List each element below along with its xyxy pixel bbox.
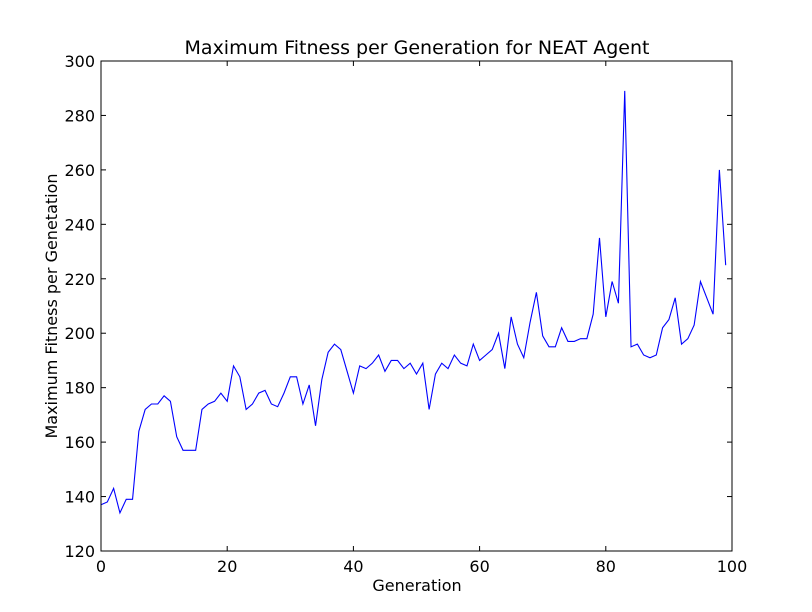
axes-frame <box>100 60 733 552</box>
y-tick-label: 120 <box>64 542 95 561</box>
y-tick-label: 220 <box>64 270 95 289</box>
x-tick-label: 20 <box>217 557 237 576</box>
y-axis-label: Maximum Fitness per Genetation <box>42 173 61 438</box>
y-tick-label: 200 <box>64 324 95 343</box>
x-tick-label: 40 <box>343 557 363 576</box>
y-tick-label: 300 <box>64 52 95 71</box>
series-line-0 <box>100 90 727 515</box>
x-tick-label: 100 <box>717 557 748 576</box>
x-tick-label: 80 <box>596 557 616 576</box>
axis-ticks: 0 20 40 60 80 100 120 140 160 180 200 220 240 260 280 3… <box>64 52 747 576</box>
x-axis-label: Generation <box>372 576 461 595</box>
y-tick-label: 160 <box>64 433 95 452</box>
y-tick-label: 240 <box>64 215 95 234</box>
y-tick-label: 280 <box>64 106 95 125</box>
y-tick-label: 140 <box>64 488 95 507</box>
x-tick-label: 0 <box>96 557 106 576</box>
y-tick-label: 260 <box>64 161 95 180</box>
chart-title: Maximum Fitness per Generation for NEAT … <box>185 37 650 59</box>
y-tick-label: 180 <box>64 379 95 398</box>
x-tick-label: 60 <box>469 557 489 576</box>
plot-area <box>100 60 733 552</box>
